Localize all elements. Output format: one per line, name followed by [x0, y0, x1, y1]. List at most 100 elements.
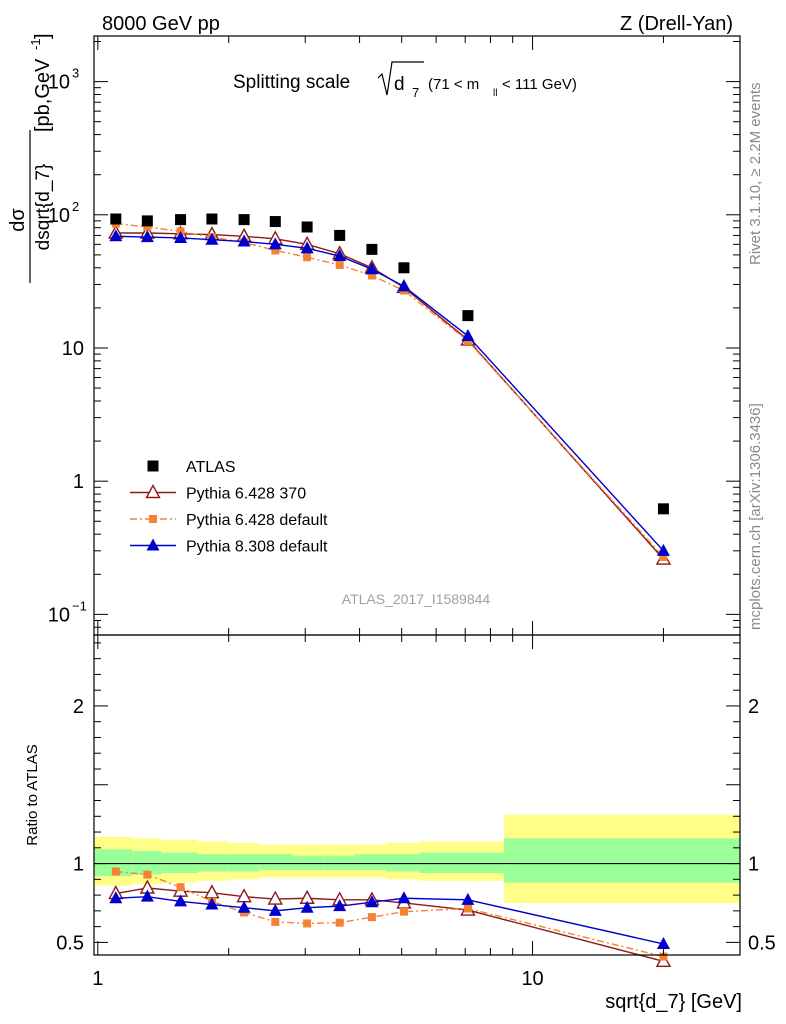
data-point	[300, 900, 314, 913]
ratio-y-tick-label-right: 2	[748, 696, 759, 718]
ratio-y-tick-label-right: 0.5	[748, 932, 776, 954]
ratio-y-tick-label-left: 2	[73, 696, 84, 718]
data-point	[147, 460, 159, 472]
band-inner	[132, 850, 162, 875]
y-tick-exponent: 2	[72, 199, 79, 214]
data-point	[271, 246, 280, 255]
ratio-series-2	[109, 889, 670, 949]
data-point	[659, 552, 668, 561]
band-inner	[292, 855, 324, 870]
legend-entry: Pythia 6.428 370	[130, 484, 306, 503]
data-point	[397, 279, 411, 292]
y-tick-exponent: −1	[72, 598, 87, 613]
ylabel-units-a: [pb,GeV	[32, 58, 54, 132]
y-tick-label: 10	[48, 72, 70, 94]
main-series-line	[115, 222, 664, 558]
title-range-a: (71 < m	[428, 76, 479, 93]
data-point	[333, 899, 347, 912]
main-series-line	[115, 235, 664, 552]
band-inner	[323, 855, 355, 870]
ylabel-units-b: ]	[32, 33, 54, 39]
title-symbol: d	[394, 74, 405, 95]
data-point	[175, 214, 187, 226]
analysis-watermark: ATLAS_2017_I1589844	[342, 591, 491, 607]
data-point	[366, 243, 378, 255]
band-inner	[228, 854, 260, 872]
ratio-y-tick-label-left: 0.5	[56, 932, 84, 954]
data-point	[204, 884, 220, 899]
data-point	[300, 241, 314, 254]
data-point	[143, 222, 152, 231]
rivet-version-label: Rivet 3.1.10, ≥ 2.2M events	[747, 83, 764, 266]
main-series-2	[109, 229, 670, 556]
data-point	[461, 329, 475, 342]
data-point	[397, 891, 411, 904]
data-point	[657, 503, 669, 515]
data-point	[461, 892, 475, 905]
data-point	[268, 903, 282, 916]
legend-label: Pythia 8.308 default	[186, 539, 328, 556]
data-point	[143, 870, 152, 879]
ratio-y-tick-label-left: 1	[73, 854, 84, 876]
data-point	[399, 907, 408, 916]
x-tick-label: 1	[92, 968, 103, 990]
main-series-group	[108, 213, 672, 565]
band-inner	[259, 854, 293, 870]
ratio-series-line	[115, 870, 664, 958]
main-series-1	[111, 219, 668, 561]
band-inner	[419, 852, 505, 874]
data-point	[205, 232, 219, 245]
data-point	[303, 253, 312, 262]
ratio-series-0	[108, 879, 672, 968]
title-range-sub: ll	[493, 88, 497, 99]
main-series-line	[115, 232, 664, 560]
data-point	[146, 538, 160, 551]
data-point	[303, 919, 312, 928]
legend-label: Pythia 6.428 default	[186, 512, 328, 529]
data-point	[176, 883, 185, 892]
main-title: Splitting scale d 7 (71 < m ll < 111 GeV…	[233, 61, 577, 100]
main-series-3	[110, 213, 669, 515]
ratio-uncertainty-bands	[94, 814, 740, 903]
data-point	[656, 543, 670, 556]
data-point	[238, 214, 250, 226]
band-inner	[385, 854, 420, 872]
ylabel-denominator: dsqrt{d_7}	[33, 164, 54, 251]
data-point	[268, 237, 282, 250]
data-point	[462, 310, 474, 322]
data-point	[140, 889, 154, 902]
mcplots-label: mcplots.cern.ch [arXiv:1306.3436]	[747, 403, 764, 630]
data-point	[111, 867, 120, 876]
data-point	[301, 221, 313, 233]
data-point	[271, 917, 280, 926]
ratio-y-tick-label-right: 1	[748, 854, 759, 876]
ylabel-numerator: dσ	[7, 208, 29, 232]
ratio-series-group	[108, 867, 672, 968]
data-point	[659, 952, 668, 961]
data-point	[367, 271, 376, 280]
title-subscript: 7	[412, 85, 419, 100]
band-inner	[198, 854, 229, 872]
data-point	[174, 894, 188, 907]
data-point	[145, 484, 161, 499]
main-y-label: dσ dsqrt{d_7} [pb,GeV -1 ]	[7, 33, 54, 283]
data-point	[335, 918, 344, 927]
data-point	[149, 515, 157, 523]
legend: ATLAS Pythia 6.428 370 Pythia 6.428 defaul…	[130, 459, 328, 556]
data-point	[109, 891, 123, 904]
band-inner	[504, 838, 740, 883]
data-point	[398, 262, 410, 274]
data-point	[174, 230, 188, 243]
data-point	[334, 229, 346, 241]
sqrt-symbol	[377, 61, 424, 96]
y-tick-label: 10	[48, 205, 70, 227]
data-point	[463, 904, 472, 913]
data-point	[206, 213, 218, 225]
data-point	[237, 900, 251, 913]
x-tick-label: 10	[521, 968, 543, 990]
data-point	[205, 897, 219, 910]
legend-entry: Pythia 6.428 default	[130, 512, 328, 529]
data-point	[269, 216, 281, 228]
title-main-text: Splitting scale	[233, 72, 350, 93]
